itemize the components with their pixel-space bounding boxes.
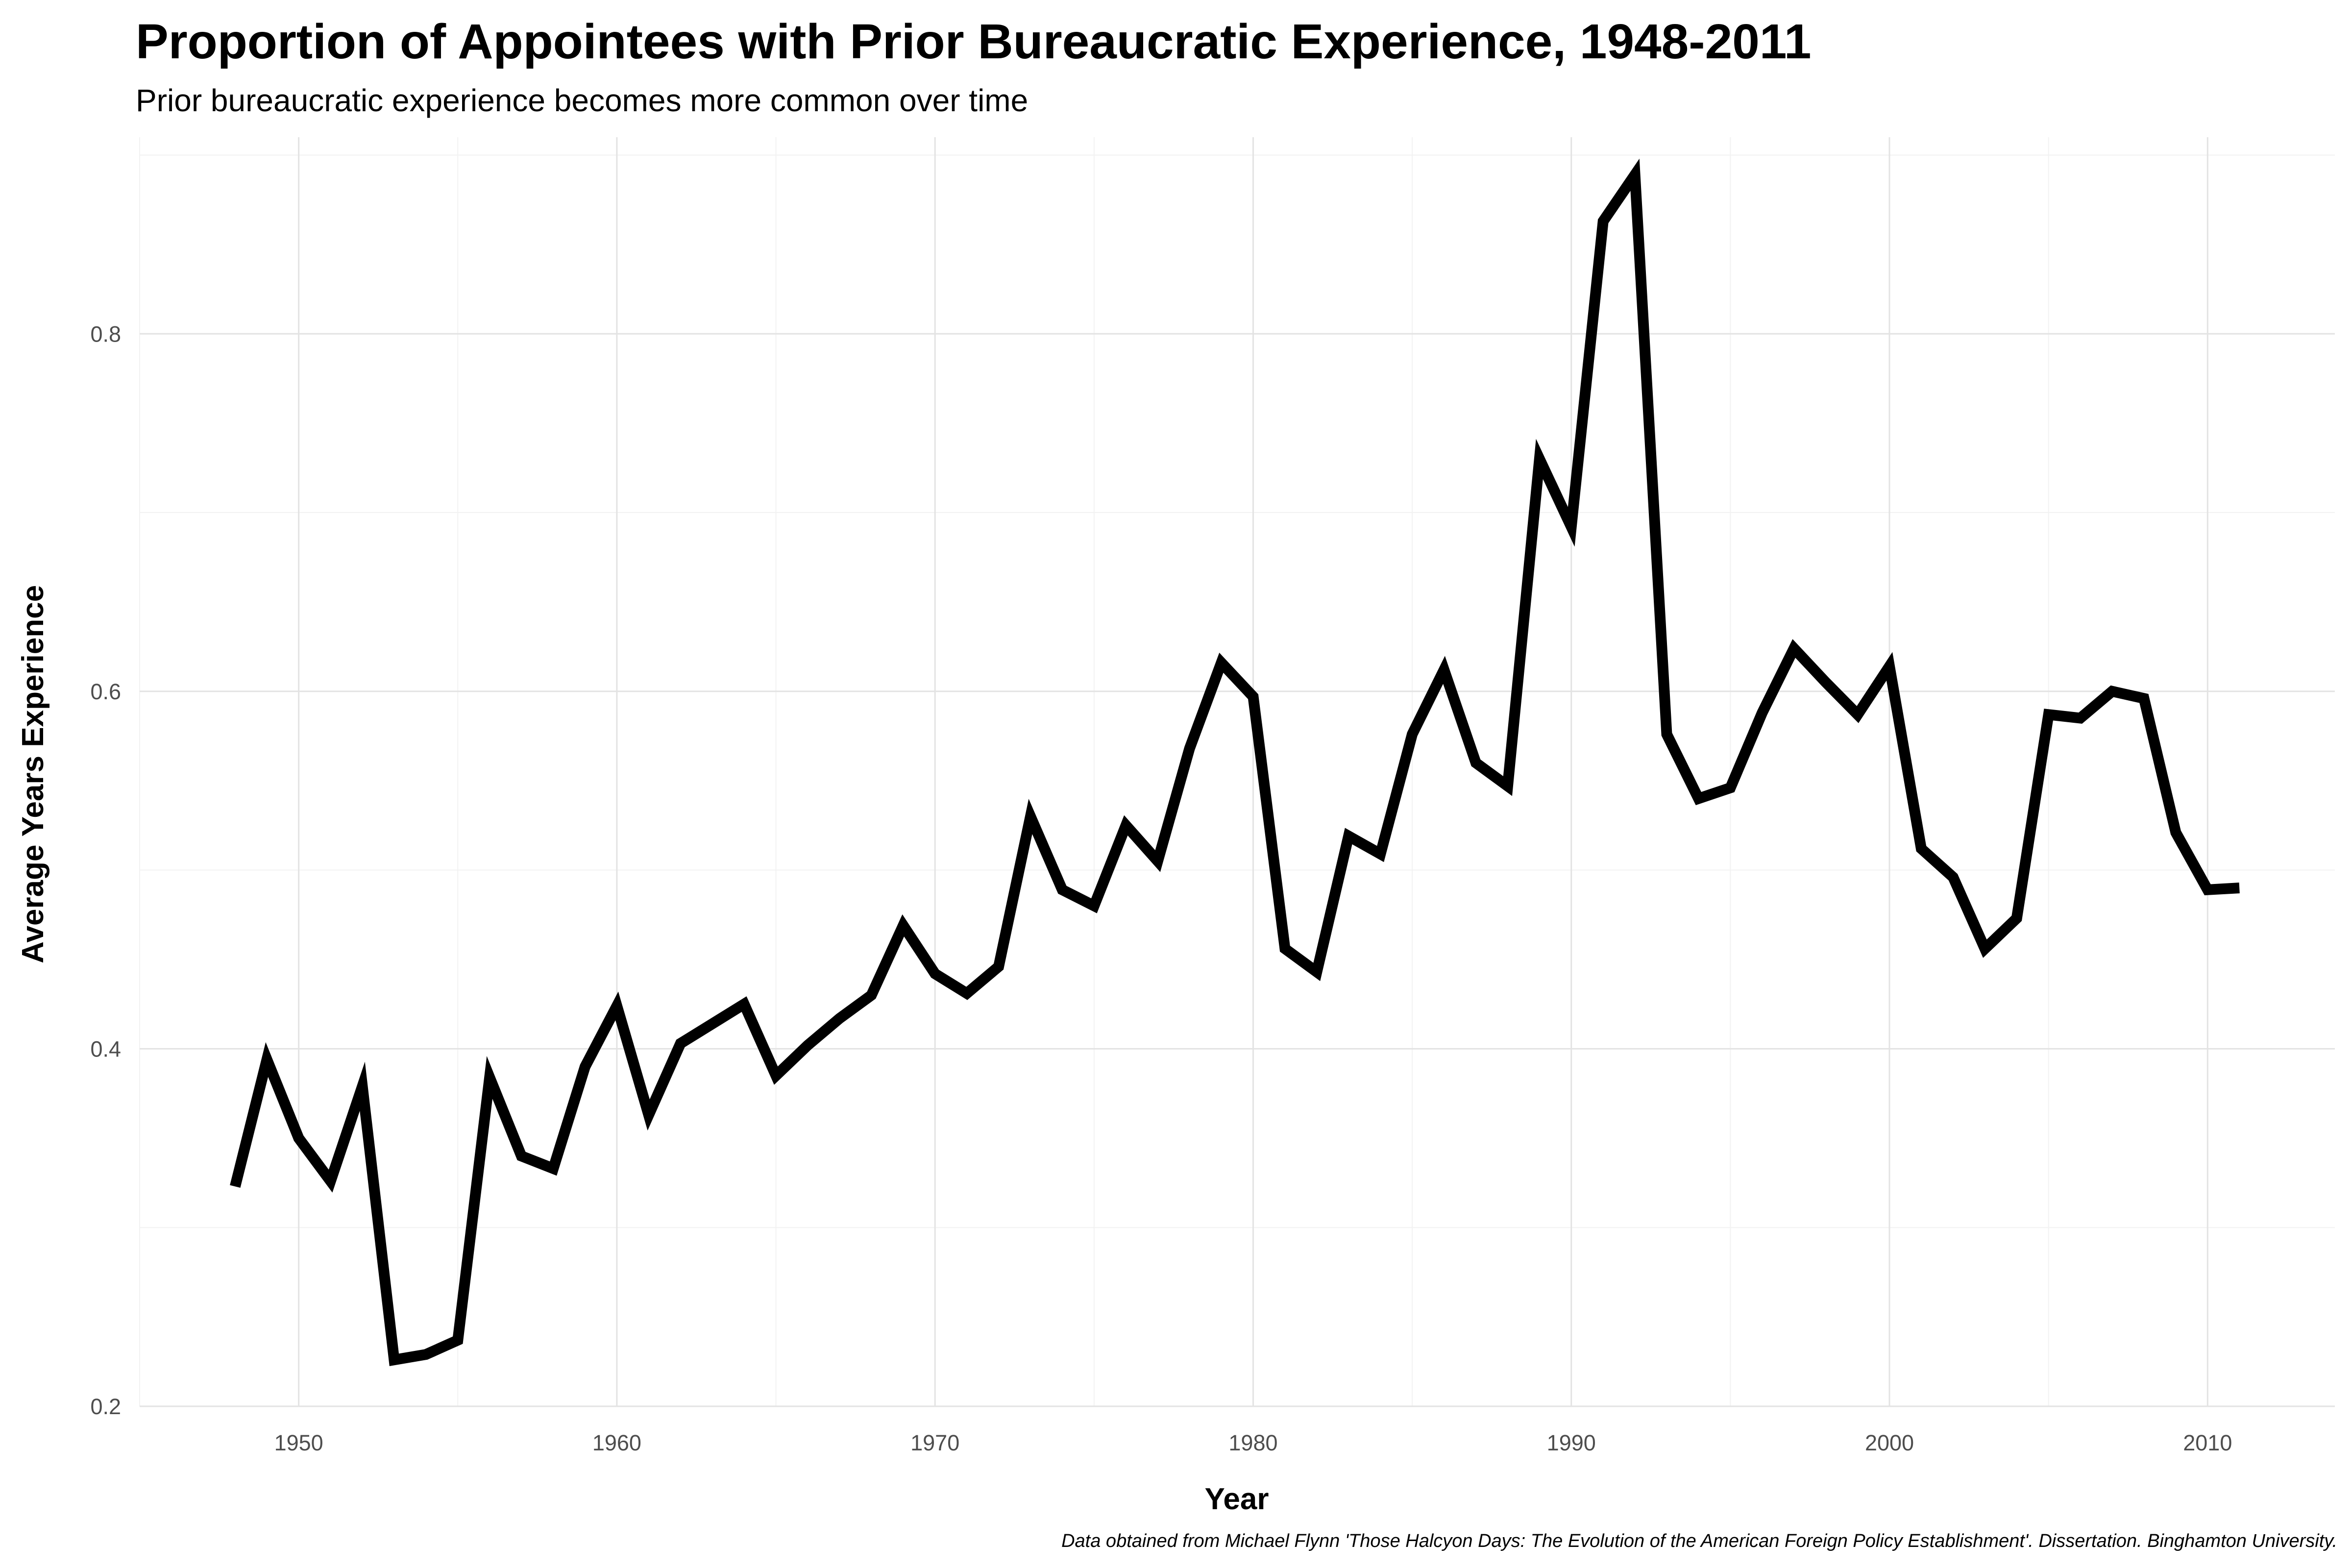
series-line bbox=[230, 158, 2240, 1366]
x-tick-label: 1970 bbox=[910, 1430, 959, 1455]
x-tick-label: 1980 bbox=[1228, 1430, 1277, 1455]
y-tick-label: 0.4 bbox=[90, 1036, 121, 1061]
major-gridlines bbox=[140, 137, 2335, 1407]
y-tick-label: 0.8 bbox=[90, 321, 121, 346]
chart-subtitle: Prior bureaucratic experience becomes mo… bbox=[136, 83, 1029, 118]
source-caption: Data obtained from Michael Flynn 'Those … bbox=[1061, 1531, 2337, 1551]
minor-gridlines bbox=[139, 137, 2335, 1406]
x-tick-label: 2010 bbox=[2183, 1430, 2232, 1455]
x-tick-label: 1960 bbox=[592, 1430, 641, 1455]
y-tick-label: 0.2 bbox=[90, 1394, 121, 1419]
x-tick-labels: 1950 1960 1970 1980 1990 2000 2010 bbox=[274, 1430, 2232, 1455]
x-tick-label: 1990 bbox=[1547, 1430, 1596, 1455]
x-tick-label: 2000 bbox=[1865, 1430, 1914, 1455]
y-tick-labels: 0.2 0.4 0.6 0.8 bbox=[90, 321, 121, 1419]
x-tick-label: 1950 bbox=[274, 1430, 323, 1455]
chart-title: Proportion of Appointees with Prior Bure… bbox=[136, 14, 1812, 69]
series-layer bbox=[230, 158, 2240, 1366]
x-axis-label: Year bbox=[1204, 1482, 1269, 1516]
y-axis-label: Average Years Experience bbox=[16, 585, 50, 964]
y-tick-label: 0.6 bbox=[90, 679, 121, 704]
